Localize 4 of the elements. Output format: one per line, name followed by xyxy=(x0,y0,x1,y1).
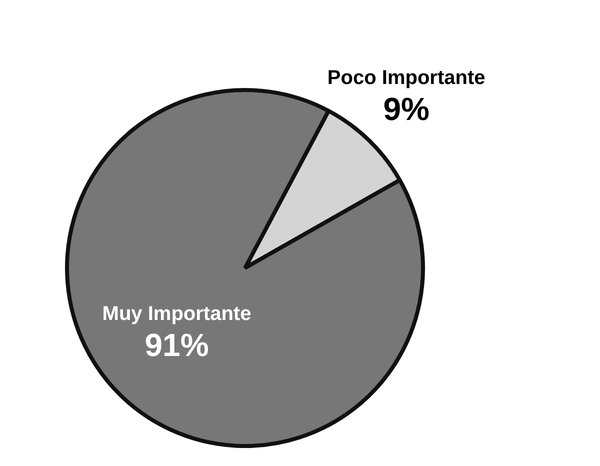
slice-label: Muy Importante xyxy=(102,303,252,326)
slice-label: Poco Importante xyxy=(327,67,486,90)
data-label: 9% xyxy=(383,91,430,128)
data-label: 91% xyxy=(144,327,209,364)
